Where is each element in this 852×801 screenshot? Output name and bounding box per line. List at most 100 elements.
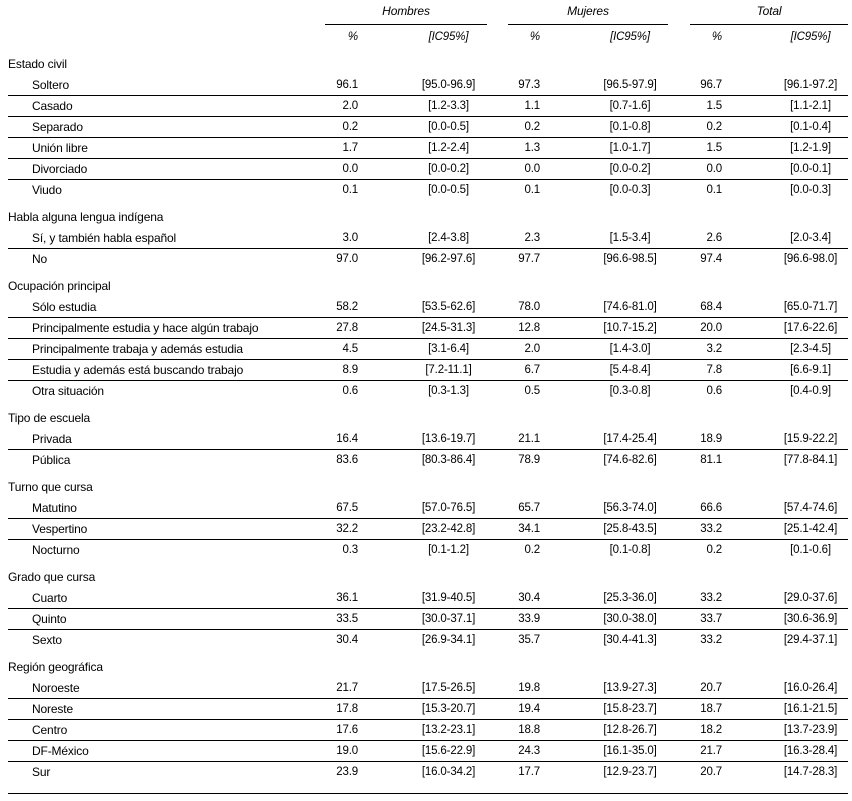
cell-mujeres-pct: 30.4 xyxy=(518,592,540,604)
cell-mujeres-ic: [96.5-97.9] xyxy=(603,79,657,91)
cell-mujeres-pct: 1.3 xyxy=(524,142,540,154)
row-label: Principalmente estudia y hace algún trab… xyxy=(32,321,259,335)
table-row: Otra situación 0.6 [0.3-1.3] 0.5 [0.3-0.8] 0.… xyxy=(8,381,848,402)
row-label: Sur xyxy=(32,765,51,779)
cell-mujeres-pct: 0.2 xyxy=(524,544,540,556)
cell-total-pct: 33.7 xyxy=(700,613,722,625)
cell-mujeres-pct: 65.7 xyxy=(518,502,540,514)
cell-hombres-pct: 97.0 xyxy=(336,253,358,265)
cell-total-ic: [96.1-97.2] xyxy=(783,79,838,91)
cell-hombres-pct: 17.8 xyxy=(336,703,358,715)
cell-total-ic: [0.1-0.6] xyxy=(790,544,831,556)
table-header-subcolumns: % [IC95%] % [IC95%] % [IC95%] xyxy=(8,25,848,48)
cell-mujeres-pct: 6.7 xyxy=(524,364,540,376)
cell-mujeres-pct: 2.3 xyxy=(524,232,540,244)
cell-total-pct: 20.0 xyxy=(700,322,722,334)
cell-total-ic: [0.1-0.4] xyxy=(790,121,831,133)
cell-total-pct: 3.2 xyxy=(706,343,722,355)
table-section: Ocupación principal Sólo estudia 58.2 [53.5… xyxy=(8,276,848,402)
cell-hombres-pct: 8.9 xyxy=(342,364,358,376)
cell-total-pct: 7.8 xyxy=(706,364,722,376)
cell-hombres-pct: 30.4 xyxy=(336,634,358,646)
cell-total-ic: [17.6-22.6] xyxy=(783,322,838,334)
cell-total-pct: 20.7 xyxy=(700,682,722,694)
row-label: Soltero xyxy=(32,78,69,92)
cell-mujeres-ic: [17.4-25.4] xyxy=(603,433,657,445)
cell-mujeres-pct: 78.0 xyxy=(518,301,540,313)
group-header-total: Total xyxy=(690,2,848,25)
cell-hombres-ic: [26.9-34.1] xyxy=(421,634,476,646)
cell-total-ic: [29.4-37.1] xyxy=(783,634,838,646)
cell-hombres-ic: [7.2-11.1] xyxy=(425,364,472,376)
table-header-groups: Hombres Mujeres Total xyxy=(8,2,848,25)
cell-hombres-pct: 19.0 xyxy=(336,745,358,757)
cell-hombres-ic: [0.1-1.2] xyxy=(428,544,469,556)
row-label: Quinto xyxy=(32,612,67,626)
cell-total-pct: 0.0 xyxy=(706,163,722,175)
cell-total-ic: [77.8-84.1] xyxy=(783,454,838,466)
row-label: Principalmente trabaja y además estudia xyxy=(32,342,243,356)
table-row: Unión libre 1.7 [1.2-2.4] 1.3 [1.0-1.7] 1.5 [1… xyxy=(8,138,848,159)
cell-total-pct: 33.2 xyxy=(700,523,722,535)
col-header-ic-total: [IC95%] xyxy=(790,31,831,43)
table-section: Turno que cursa Matutino 67.5 [57.0-76.5] 65… xyxy=(8,477,848,561)
cell-total-pct: 33.2 xyxy=(700,634,722,646)
cell-hombres-ic: [0.0-0.5] xyxy=(428,121,469,133)
table-row: Matutino 67.5 [57.0-76.5] 65.7 [56.3-74.0] 66… xyxy=(8,498,848,519)
cell-mujeres-ic: [12.9-23.7] xyxy=(603,766,657,778)
table-row: Sexto 30.4 [26.9-34.1] 35.7 [30.4-41.3] 33.2 [… xyxy=(8,630,848,651)
cell-hombres-ic: [96.2-97.6] xyxy=(421,253,476,265)
cell-hombres-pct: 1.7 xyxy=(342,142,358,154)
cell-total-pct: 68.4 xyxy=(700,301,722,313)
cell-total-pct: 2.6 xyxy=(706,232,722,244)
cell-mujeres-ic: [5.4-8.4] xyxy=(609,364,651,376)
cell-hombres-ic: [23.2-42.8] xyxy=(421,523,476,535)
cell-mujeres-ic: [0.3-0.8] xyxy=(609,385,651,397)
cell-mujeres-pct: 0.5 xyxy=(524,385,540,397)
cell-mujeres-pct: 19.8 xyxy=(518,682,540,694)
row-label: Separado xyxy=(32,120,83,134)
row-label: Sólo estudia xyxy=(32,300,97,314)
table-row: Centro 17.6 [13.2-23.1] 18.8 [12.8-26.7] 18.2… xyxy=(8,720,848,741)
cell-mujeres-pct: 17.7 xyxy=(518,766,540,778)
cell-total-pct: 96.7 xyxy=(700,79,722,91)
cell-total-pct: 18.7 xyxy=(700,703,722,715)
row-label: Viudo xyxy=(32,183,62,197)
cell-mujeres-ic: [15.8-23.7] xyxy=(603,703,657,715)
row-label: Otra situación xyxy=(32,384,104,398)
cell-mujeres-pct: 97.3 xyxy=(518,79,540,91)
cell-total-pct: 97.4 xyxy=(700,253,722,265)
cell-total-ic: [13.7-23.9] xyxy=(783,724,838,736)
cell-hombres-pct: 67.5 xyxy=(336,502,358,514)
table-section: Estado civil Soltero 96.1 [95.0-96.9] 97.3 [9… xyxy=(8,54,848,201)
col-header-pct-hombres: % xyxy=(347,31,358,43)
col-header-ic-mujeres: [IC95%] xyxy=(610,31,650,43)
table-body: Estado civil Soltero 96.1 [95.0-96.9] 97.3 [9… xyxy=(8,54,848,783)
row-label: Casado xyxy=(32,99,73,113)
cell-mujeres-ic: [0.1-0.8] xyxy=(609,121,651,133)
cell-mujeres-pct: 0.2 xyxy=(524,121,540,133)
cell-hombres-ic: [15.3-20.7] xyxy=(421,703,476,715)
cell-hombres-ic: [16.0-34.2] xyxy=(421,766,476,778)
table-row: Sí, y también habla español 3.0 [2.4-3.8] 2… xyxy=(8,228,848,249)
cell-hombres-ic: [17.5-26.5] xyxy=(421,682,476,694)
table-row: Separado 0.2 [0.0-0.5] 0.2 [0.1-0.8] 0.2 [0.1-… xyxy=(8,117,848,138)
cell-total-ic: [16.3-28.4] xyxy=(783,745,838,757)
row-label: Unión libre xyxy=(32,141,88,155)
cell-hombres-ic: [95.0-96.9] xyxy=(421,79,476,91)
cell-total-ic: [25.1-42.4] xyxy=(783,523,838,535)
row-label: Noroeste xyxy=(32,681,80,695)
cell-mujeres-ic: [74.6-82.6] xyxy=(603,454,657,466)
cell-total-ic: [1.1-2.1] xyxy=(790,100,831,112)
cell-mujeres-pct: 19.4 xyxy=(518,703,540,715)
cell-mujeres-pct: 34.1 xyxy=(518,523,540,535)
cell-total-ic: [30.6-36.9] xyxy=(783,613,838,625)
cell-total-ic: [0.0-0.3] xyxy=(790,184,831,196)
cell-mujeres-pct: 78.9 xyxy=(518,454,540,466)
cell-hombres-pct: 4.5 xyxy=(342,343,358,355)
cell-hombres-ic: [2.4-3.8] xyxy=(428,232,469,244)
row-label: Estudia y además está buscando trabajo xyxy=(32,363,244,377)
cell-total-pct: 21.7 xyxy=(700,745,722,757)
cell-total-pct: 1.5 xyxy=(706,100,722,112)
cell-total-pct: 33.2 xyxy=(700,592,722,604)
